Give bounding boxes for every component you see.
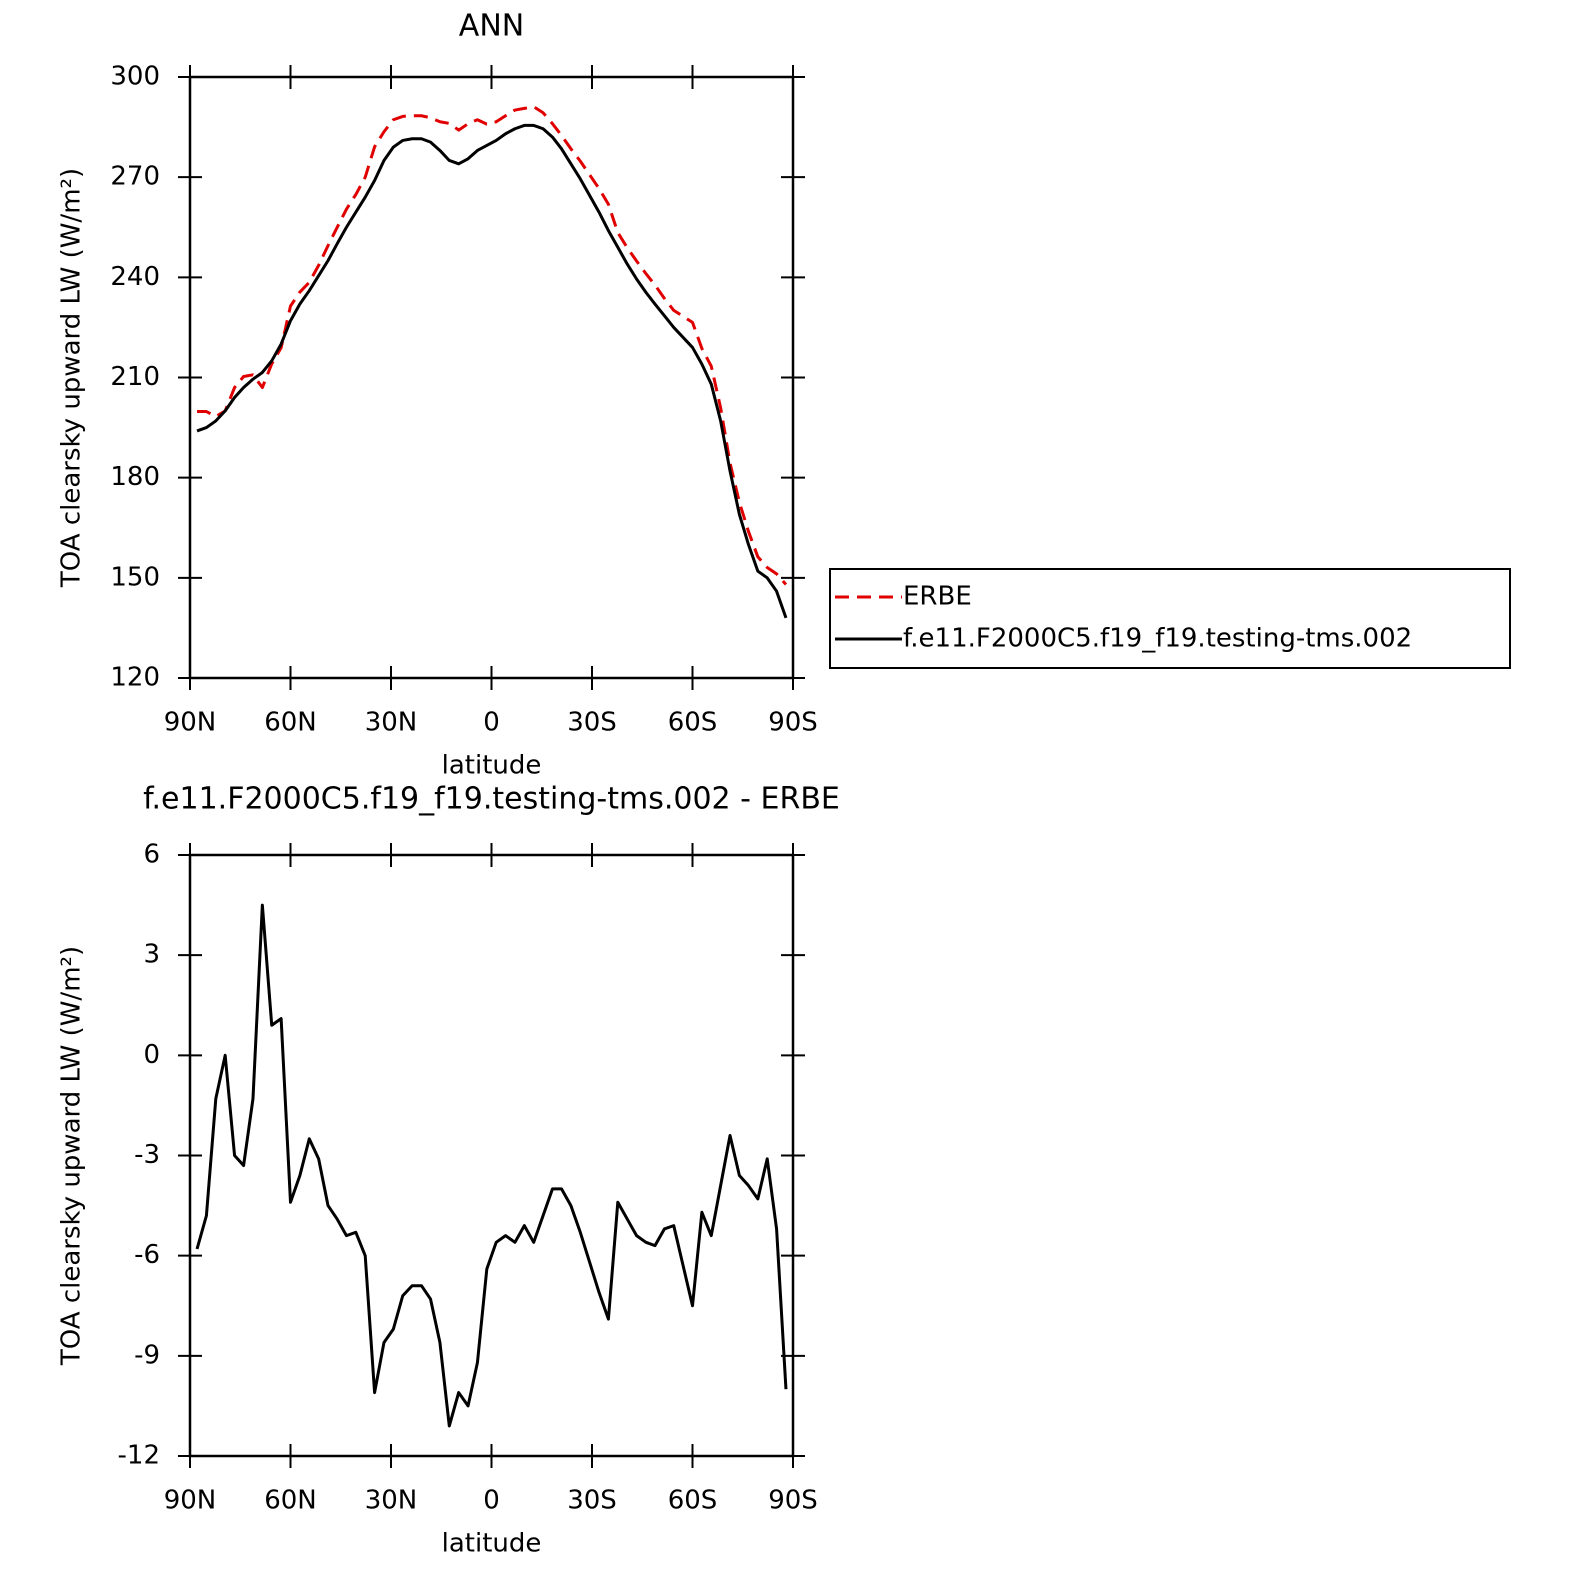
x-axis-label: latitude xyxy=(442,1529,542,1559)
legend-label: ERBE xyxy=(903,582,972,612)
data-line xyxy=(197,105,788,586)
y-tick-label: 240 xyxy=(110,262,160,292)
y-tick-label: 210 xyxy=(110,362,160,392)
x-tick-label: 30N xyxy=(365,1486,418,1516)
y-tick-label: 300 xyxy=(110,62,160,92)
x-tick-label: 90N xyxy=(164,1486,217,1516)
y-tick-label: 0 xyxy=(143,1040,160,1070)
x-tick-label: 60N xyxy=(264,1486,317,1516)
plot-frame xyxy=(188,75,795,680)
x-tick-label: 90S xyxy=(768,1486,818,1516)
chart-title: ANN xyxy=(459,9,524,44)
y-tick-label: 270 xyxy=(110,162,160,192)
x-tick-label: 60S xyxy=(668,708,718,738)
x-tick-label: 30S xyxy=(567,708,617,738)
legend-box xyxy=(829,568,1511,669)
y-tick-label: 3 xyxy=(143,940,160,970)
x-tick-label: 30N xyxy=(365,708,418,738)
plot-frame xyxy=(188,853,795,1458)
y-tick-label: -12 xyxy=(118,1441,160,1471)
y-axis-label: TOA clearsky upward LW (W/m²) xyxy=(57,946,87,1366)
y-axis-label: TOA clearsky upward LW (W/m²) xyxy=(57,168,87,588)
y-tick-label: 120 xyxy=(110,663,160,693)
x-tick-label: 60S xyxy=(668,1486,718,1516)
x-tick-label: 90S xyxy=(768,708,818,738)
x-axis-label: latitude xyxy=(442,751,542,781)
chart-title: f.e11.F2000C5.f19_f19.testing-tms.002 - … xyxy=(143,782,840,817)
y-tick-label: 6 xyxy=(143,840,160,870)
y-tick-label: -6 xyxy=(134,1240,160,1270)
y-tick-label: 150 xyxy=(110,562,160,592)
y-tick-label: -3 xyxy=(134,1140,160,1170)
x-tick-label: 60N xyxy=(264,708,317,738)
data-line xyxy=(195,903,788,1428)
x-tick-label: 30S xyxy=(567,1486,617,1516)
x-tick-label: 90N xyxy=(164,708,217,738)
data-line xyxy=(196,123,788,619)
x-tick-label: 0 xyxy=(483,1486,500,1516)
x-tick-label: 0 xyxy=(483,708,500,738)
y-tick-label: 180 xyxy=(110,462,160,492)
y-tick-label: -9 xyxy=(134,1340,160,1370)
legend-label: f.e11.F2000C5.f19_f19.testing-tms.002 xyxy=(903,624,1412,654)
